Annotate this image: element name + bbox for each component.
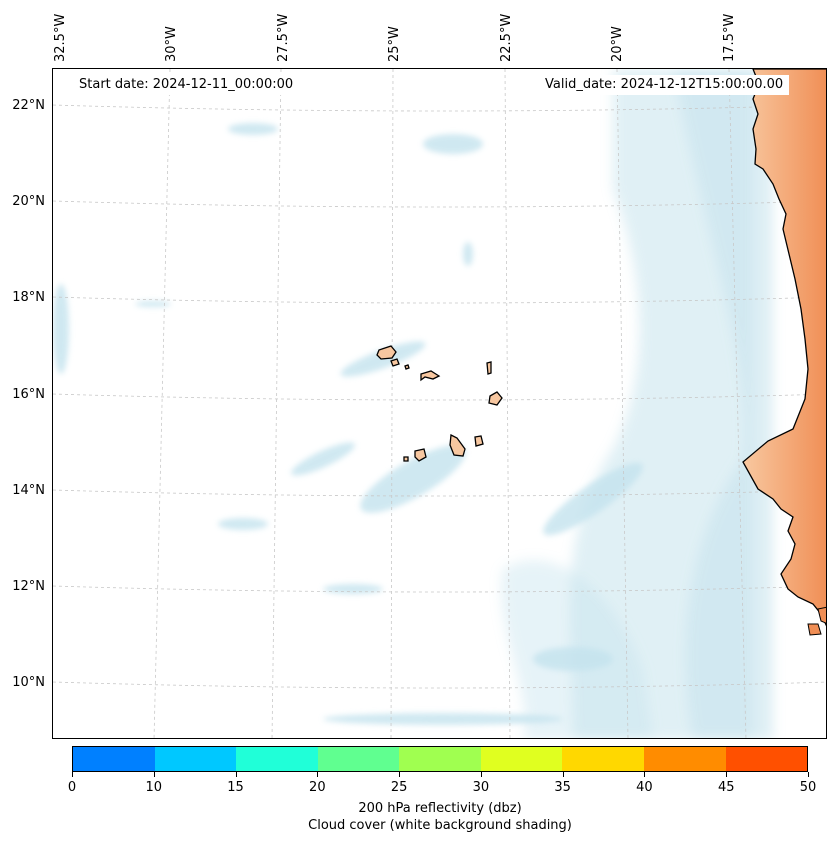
colorbar-tick-mark <box>480 772 482 777</box>
colorbar-tick-label: 45 <box>717 780 735 795</box>
island-maio <box>474 435 484 447</box>
lon-label-25w: 25°W <box>387 26 402 62</box>
lon-label-27-5w: 27.5°W <box>276 13 291 62</box>
colorbar-tick-label: 25 <box>390 780 408 795</box>
colorbar-tick-mark <box>153 772 155 777</box>
lat-label-10n: 10°N <box>12 675 45 690</box>
colorbar-tick-label: 0 <box>67 780 77 795</box>
colorbar-segment-7 <box>643 747 726 771</box>
colorbar-tick-mark <box>399 772 401 777</box>
colorbar <box>72 746 808 772</box>
map-canvas <box>53 69 826 738</box>
island-sao-vicente <box>390 358 400 367</box>
colorbar-tick-mark <box>562 772 564 777</box>
lat-label-16n: 16°N <box>12 387 45 402</box>
colorbar-label: 200 hPa reflectivity (dbz) <box>358 801 522 816</box>
lat-label-20n: 20°N <box>12 194 45 209</box>
graticule <box>53 69 826 738</box>
map-panel <box>52 68 827 739</box>
island-boa-vista <box>488 391 503 406</box>
lon-label-17-5w: 17.5°W <box>722 13 737 62</box>
island-fogo <box>414 448 427 462</box>
lat-label-12n: 12°N <box>12 579 45 594</box>
island-sao-nicolau <box>420 370 441 382</box>
colorbar-tick-mark <box>644 772 646 777</box>
colorbar-segment-2 <box>236 747 318 771</box>
colorbar-sublabel: Cloud cover (white background shading) <box>308 818 572 833</box>
colorbar-tick-mark <box>235 772 237 777</box>
island-santa-luzia <box>404 364 410 370</box>
colorbar-segment-4 <box>399 747 481 771</box>
colorbar-segment-6 <box>562 747 644 771</box>
colorbar-tick-mark <box>808 772 809 777</box>
africa-landmass <box>742 69 826 627</box>
island-sal <box>486 361 492 375</box>
lon-label-22-5w: 22.5°W <box>499 13 514 62</box>
island-santiago <box>449 433 466 457</box>
cape-verde-islands <box>376 345 503 462</box>
island-santo-antao <box>376 345 397 360</box>
colorbar-tick-label: 30 <box>472 780 490 795</box>
colorbar-segment-1 <box>154 747 237 771</box>
colorbar-segment-5 <box>480 747 563 771</box>
cloud-wisps <box>53 123 643 725</box>
colorbar-segment-3 <box>317 747 400 771</box>
lon-label-32-5w: 32.5°W <box>53 13 68 62</box>
colorbar-tick-label: 15 <box>227 780 244 795</box>
colorbar-tick-label: 40 <box>636 780 653 795</box>
lon-label-20w: 20°W <box>610 26 625 62</box>
island-brava <box>403 456 409 462</box>
africa-bijagos <box>817 606 826 624</box>
cloud-cover <box>501 69 773 738</box>
colorbar-segment-8 <box>725 747 808 771</box>
start-date-label: Start date: 2024-12-11_00:00:00 <box>73 75 300 95</box>
colorbar-tick-mark <box>72 772 73 777</box>
lat-label-18n: 18°N <box>12 290 45 305</box>
colorbar-segment-0 <box>73 747 155 771</box>
colorbar-tick-label: 20 <box>309 780 326 795</box>
lat-label-22n: 22°N <box>12 98 45 113</box>
colorbar-tick-label: 50 <box>799 780 817 795</box>
colorbar-tick-label: 35 <box>554 780 571 795</box>
lat-label-14n: 14°N <box>12 483 45 498</box>
colorbar-tick-mark <box>726 772 728 777</box>
colorbar-tick-label: 10 <box>145 780 163 795</box>
colorbar-tick-mark <box>317 772 319 777</box>
valid-date-label: Valid_date: 2024-12-12T15:00:00.00 <box>539 75 790 95</box>
africa-islands-south <box>807 623 822 636</box>
lon-label-30w: 30°W <box>164 26 179 62</box>
